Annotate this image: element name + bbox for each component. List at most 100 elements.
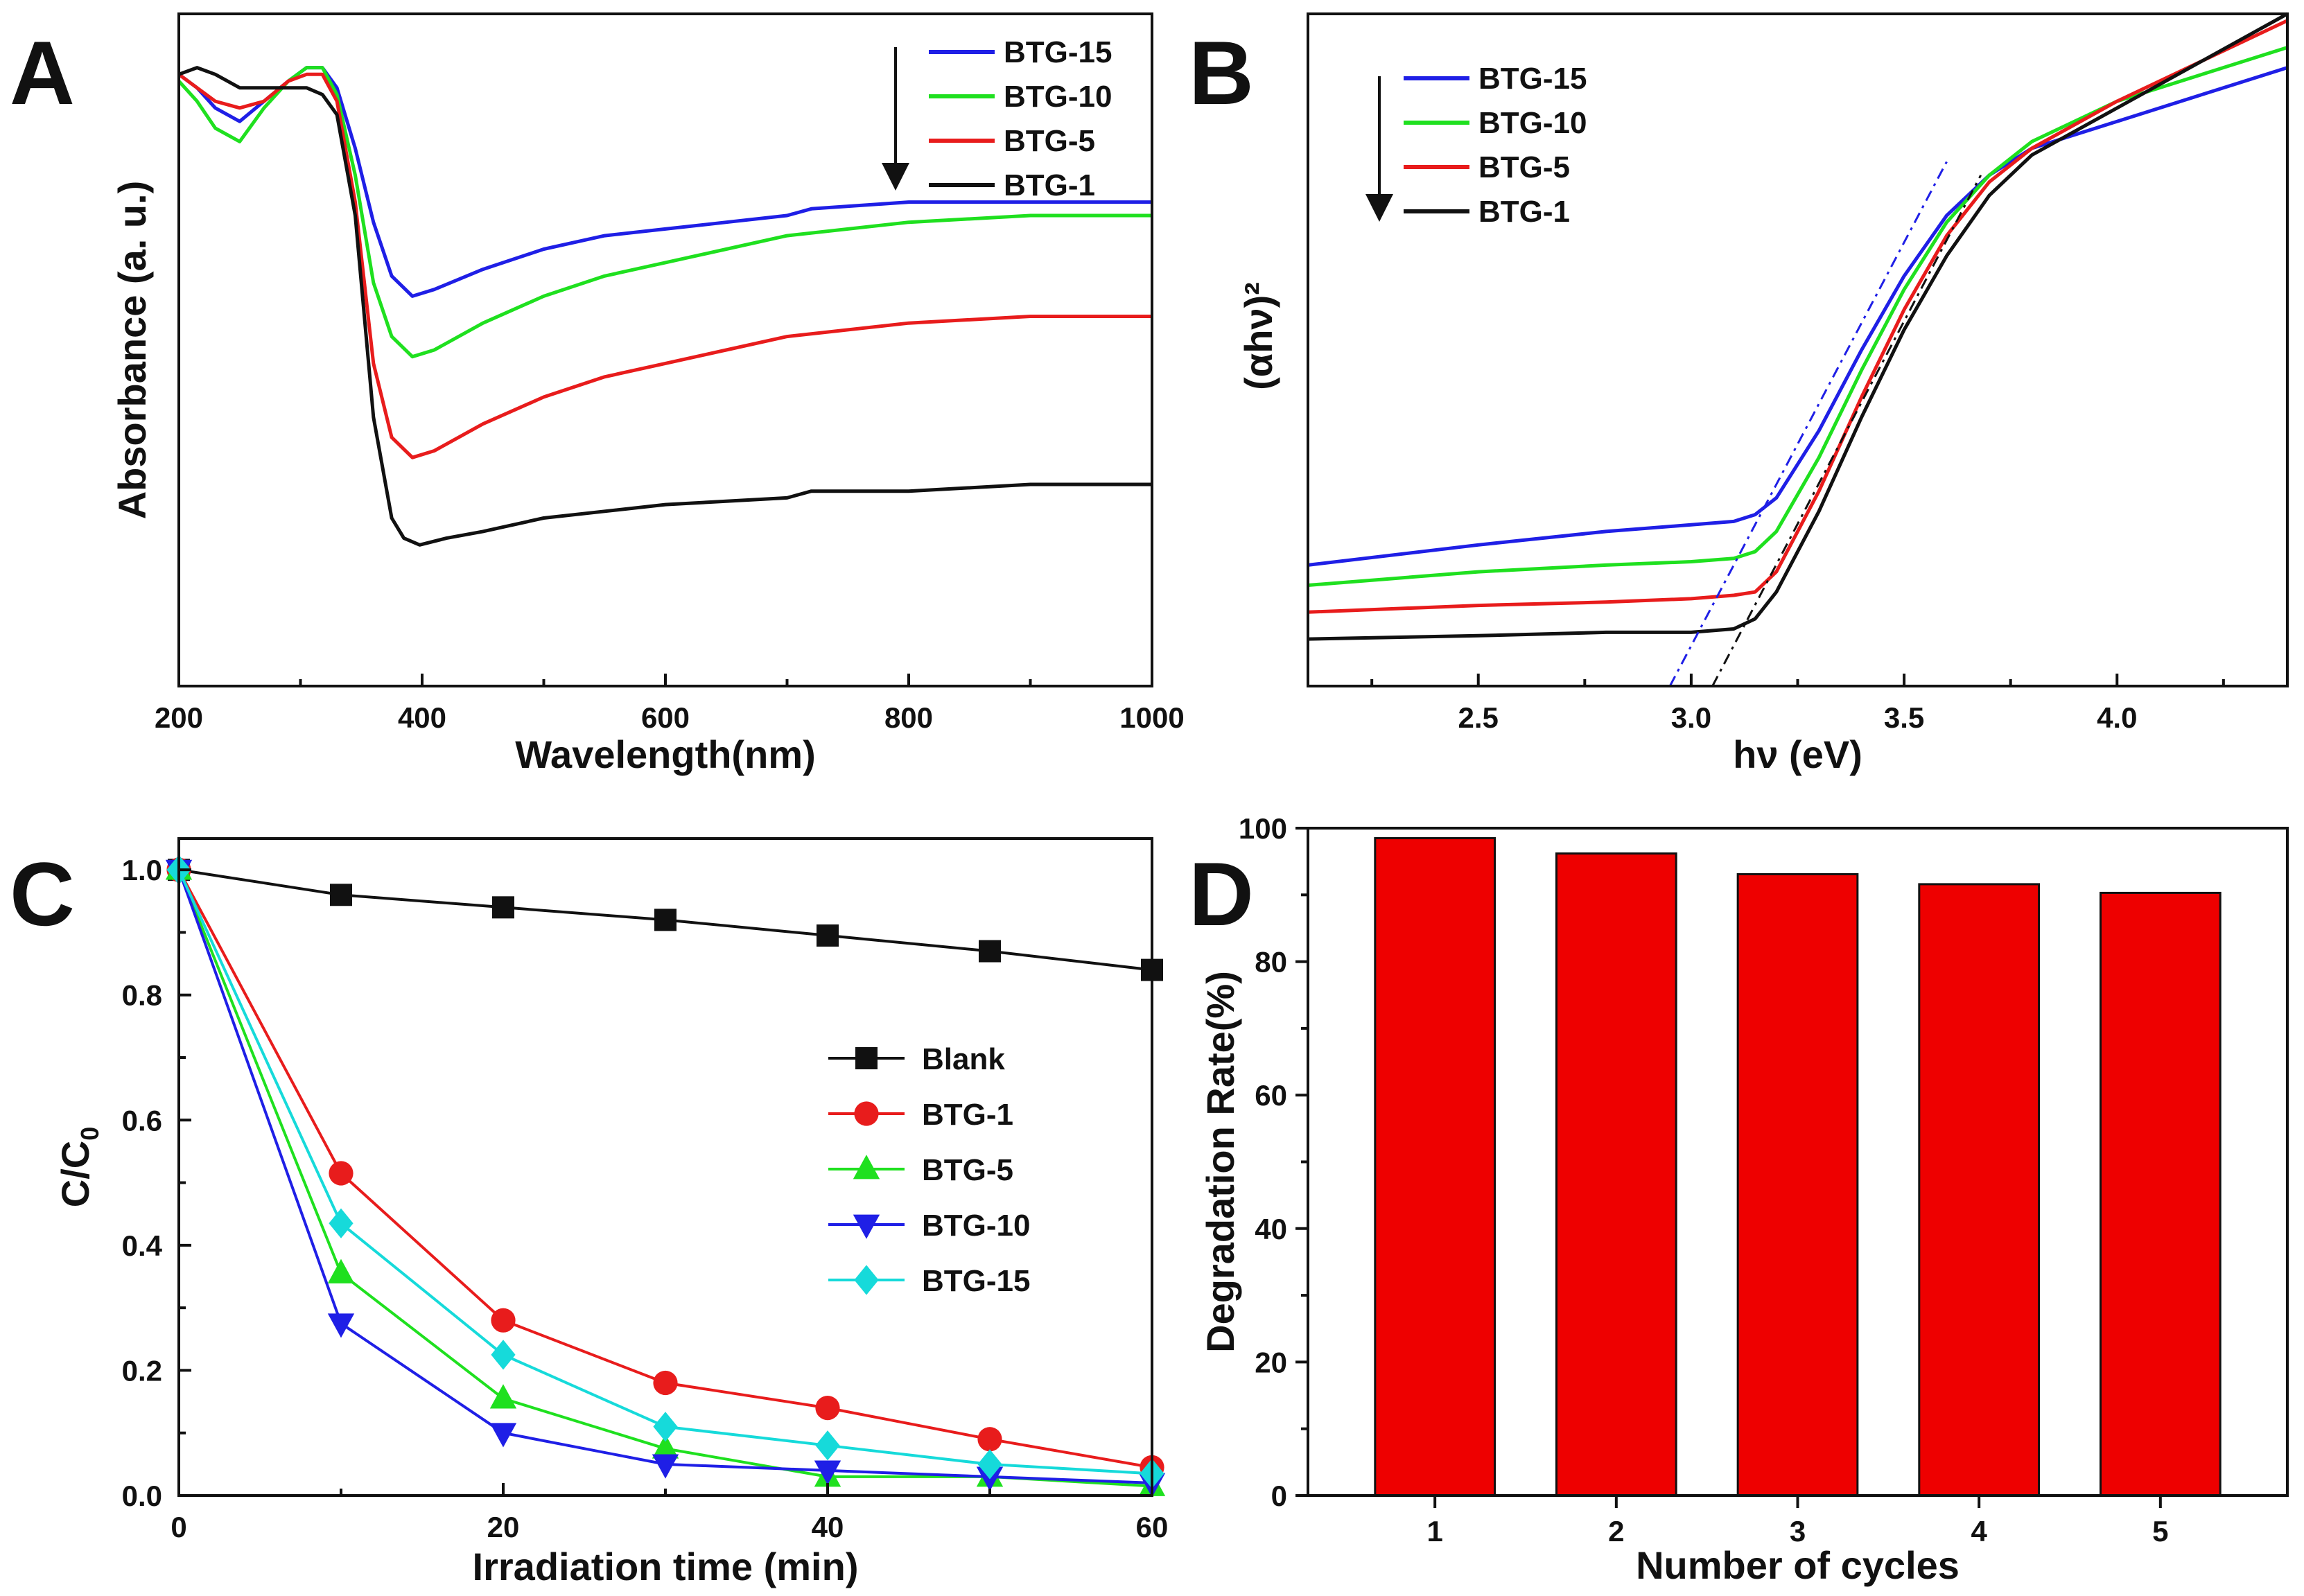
legend-marker-btg-15: [854, 1265, 879, 1295]
panel-a-x-tick-label: 200: [155, 701, 203, 734]
panel-c-x-tick-label: 0: [171, 1511, 186, 1543]
data-point-blank: [979, 940, 1001, 963]
panel-label-a: A: [10, 22, 75, 123]
panel-d-x-tick-label: 2: [1608, 1515, 1624, 1547]
panel-a-plot-frame: [177, 12, 1153, 687]
panel-d-y-tick-label: 0: [1271, 1480, 1287, 1512]
legend-label-btg-1: BTG-1: [1004, 168, 1095, 202]
series-line-btg-1: [1307, 12, 2289, 641]
data-point-btg-15: [977, 1449, 1002, 1480]
panel-c-degradation-kinetics-chart: 0 20 40 60 0.0 0.2 0.4 0.6 0.8 1.0 Irradiation tim…: [53, 837, 1169, 1588]
panel-a-y-axis-label: Absorbance (a. u.): [110, 181, 154, 520]
data-point-btg-15: [815, 1430, 840, 1461]
panel-c-y-tick-label: 1.0: [122, 854, 162, 886]
panel-b-x-tick-label: 2.5: [1458, 701, 1499, 734]
panel-b-x-axis-label: hν (eV): [1733, 733, 1862, 776]
data-point-btg-15: [653, 1412, 678, 1442]
panel-c-x-tick-label: 20: [487, 1511, 520, 1543]
panel-a-x-tick-label: 600: [641, 701, 690, 734]
panel-a-absorbance-chart: 200 400 600 800 1000 Wavelength(nm) Absorbance…: [110, 12, 1185, 776]
panel-c-y-axis-label: C/C0: [53, 1127, 104, 1207]
panel-c-y-tick-label: 0.0: [122, 1480, 162, 1512]
panel-c-x-tick-label: 60: [1136, 1511, 1169, 1543]
bar-cycle-5: [2099, 891, 2222, 1497]
panel-c-y-tick-label: 0.8: [122, 979, 162, 1012]
legend-label-btg-5: BTG-5: [922, 1153, 1013, 1187]
panel-b-x-tick-label: 3.0: [1671, 701, 1711, 734]
data-point-btg-10: [652, 1454, 679, 1479]
legend-label-btg-15: BTG-15: [922, 1264, 1030, 1298]
legend-marker-blank: [855, 1047, 878, 1069]
legend-label-blank: Blank: [922, 1042, 1005, 1076]
series-line-btg-15: [177, 66, 1152, 298]
data-point-blank: [654, 909, 677, 931]
panel-d-y-tick-label: 100: [1239, 812, 1287, 845]
panel-c-y-tick-label: 0.2: [122, 1354, 162, 1387]
data-point-btg-5: [327, 1259, 355, 1283]
panel-d-y-tick-label: 40: [1255, 1213, 1287, 1245]
panel-label-d: D: [1189, 843, 1254, 945]
panel-c-y-tick-label: 0.6: [122, 1104, 162, 1137]
series-line-btg-1: [178, 66, 1152, 547]
panel-c-x-tick-label: 40: [812, 1511, 844, 1543]
bar-cycle-4: [1918, 883, 2041, 1497]
data-point-blank: [492, 896, 514, 919]
panel-b-x-tick-label: 4.0: [2097, 701, 2137, 734]
panel-b-x-tick-label: 3.5: [1884, 701, 1924, 734]
data-point-btg-1: [977, 1427, 1002, 1452]
legend-label-btg-1: BTG-1: [922, 1098, 1013, 1132]
panel-a-x-axis-label: Wavelength(nm): [515, 733, 815, 776]
panel-b-tauc-plot: 2.5 3.0 3.5 4.0 hν (eV) (αhν)² BTG-15 BTG-10 BTG…: [1237, 12, 2289, 776]
legend-label-btg-1: BTG-1: [1478, 195, 1570, 229]
series-line-btg-10: [177, 66, 1152, 359]
data-point-btg-1: [815, 1396, 840, 1421]
data-point-btg-5: [489, 1384, 517, 1409]
data-point-blank: [817, 924, 839, 947]
panel-c-y-tick-label: 0.4: [122, 1229, 163, 1262]
legend-label-btg-10: BTG-10: [1004, 80, 1112, 114]
data-point-btg-5: [652, 1434, 679, 1459]
panel-a-x-tick-label: 1000: [1119, 701, 1184, 734]
legend-marker-btg-5: [853, 1155, 880, 1180]
panel-d-y-tick-label: 60: [1255, 1079, 1287, 1112]
panel-b-y-axis-label: (αhν)²: [1237, 282, 1280, 390]
legend-label-btg-15: BTG-15: [1004, 35, 1112, 69]
bar-cycle-3: [1736, 872, 1859, 1497]
panel-label-c: C: [10, 843, 75, 945]
legend-label-btg-10: BTG-10: [1478, 106, 1587, 140]
panel-d-x-tick-label: 4: [1971, 1515, 1987, 1547]
data-point-btg-1: [329, 1161, 354, 1186]
tangent-line: [1668, 161, 1948, 687]
panel-d-cycling-bar-chart: 1 2 3 4 5 0 20 40 60 80 100 Number of cycles Degrada…: [1198, 812, 2289, 1587]
bar-cycle-1: [1374, 836, 1496, 1497]
panel-d-y-tick-label: 20: [1255, 1346, 1287, 1378]
bar-cycle-2: [1555, 852, 1677, 1497]
tangent-line: [1711, 175, 1982, 687]
data-point-btg-1: [653, 1370, 678, 1396]
panel-a-x-tick-label: 800: [884, 701, 933, 734]
panel-label-b: B: [1189, 22, 1254, 123]
series-line-btg-10: [1307, 46, 2288, 587]
panel-d-x-axis-label: Number of cycles: [1636, 1543, 1960, 1587]
panel-d-y-tick-label: 80: [1255, 946, 1287, 979]
data-point-btg-1: [491, 1308, 516, 1333]
legend-label-btg-10: BTG-10: [922, 1209, 1030, 1243]
panel-c-x-axis-label: Irradiation time (min): [473, 1545, 859, 1588]
panel-d-x-tick-label: 5: [2152, 1515, 2168, 1547]
legend-label-btg-5: BTG-5: [1004, 124, 1095, 158]
legend-label-btg-15: BTG-15: [1478, 62, 1587, 96]
data-point-btg-15: [491, 1340, 516, 1370]
series-line-btg-5: [177, 72, 1152, 459]
legend-marker-btg-10: [853, 1214, 880, 1239]
legend-label-btg-5: BTG-5: [1478, 150, 1570, 184]
data-point-btg-15: [329, 1208, 354, 1238]
data-point-btg-10: [327, 1313, 355, 1338]
panel-c-y-axis-label-subscript: 0: [76, 1127, 104, 1141]
panel-d-y-axis-label: Degradation Rate(%): [1198, 971, 1242, 1353]
data-point-blank: [330, 884, 352, 906]
data-point-btg-10: [489, 1423, 517, 1448]
legend-marker-btg-1: [854, 1101, 879, 1126]
series-line-btg-15: [1307, 66, 2288, 567]
data-point-btg-10: [814, 1460, 841, 1485]
